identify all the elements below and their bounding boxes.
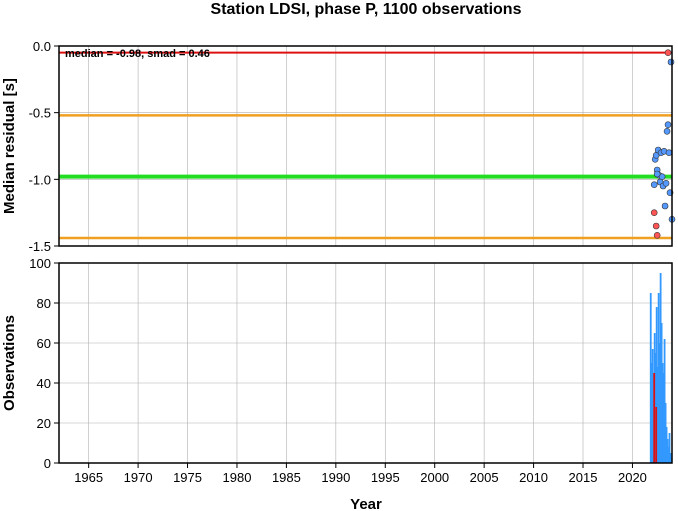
observation-bar — [669, 453, 672, 463]
observation-bar — [659, 273, 662, 463]
x-axis-label: Year — [350, 496, 382, 511]
observation-bar — [653, 373, 656, 463]
observation-bar — [658, 343, 661, 463]
y-tick-label: 60 — [37, 336, 51, 351]
residual-frame — [58, 45, 673, 247]
observation-bar — [665, 427, 668, 463]
y-tick-label: -0.5 — [29, 106, 51, 121]
x-tick-label: 1970 — [124, 470, 153, 485]
y-axis-label-residual: Median residual [s] — [1, 78, 18, 214]
residual-point — [661, 202, 669, 210]
x-tick-label: 2015 — [569, 470, 598, 485]
median-smad-annotation: median = -0.98, smad = 0.46 — [65, 48, 210, 60]
observation-bar — [655, 407, 658, 463]
y-tick-label: 40 — [37, 376, 51, 391]
observation-bar — [651, 349, 654, 463]
observation-bar — [657, 293, 660, 463]
y-axis-label-observations: Observations — [1, 315, 18, 411]
x-tick-label: 1985 — [272, 470, 301, 485]
residual-point — [664, 49, 672, 56]
x-tick-label: 1980 — [223, 470, 252, 485]
x-tick-label: 1990 — [321, 470, 350, 485]
observation-bar — [664, 403, 667, 463]
y-tick-label: 100 — [29, 256, 51, 271]
y-tick-label: 0.0 — [33, 39, 51, 54]
x-tick-label: 1965 — [74, 470, 103, 485]
y-tick-label: 80 — [37, 296, 51, 311]
observation-bar — [655, 307, 658, 463]
observation-bar — [667, 447, 670, 463]
residual-point — [665, 149, 673, 156]
y-tick-label: -1.0 — [29, 172, 51, 187]
x-tick-label: 2005 — [470, 470, 499, 485]
residual-point — [667, 58, 675, 66]
residual-point — [652, 222, 660, 230]
observations-frame — [58, 262, 673, 464]
observation-bar — [649, 293, 652, 463]
x-tick-label: 1975 — [173, 470, 202, 485]
x-tick-label: 2010 — [519, 470, 548, 485]
residual-point — [650, 181, 658, 188]
residual-point — [662, 180, 670, 187]
observation-bar — [660, 323, 663, 463]
observation-bar — [668, 433, 671, 463]
y-tick-label: 20 — [37, 416, 51, 431]
observations-panel: 1965 1970 1975 1980 1985 1990 1995 2000 2005 2010… — [29, 256, 673, 485]
y-tick-label: -1.5 — [29, 239, 51, 254]
x-tick-label: 2000 — [420, 470, 449, 485]
observation-bar — [666, 439, 669, 463]
residual-point — [653, 170, 661, 178]
residual-point — [653, 232, 661, 239]
residual-plot-area — [59, 46, 672, 246]
y-tick-label: 0 — [44, 456, 51, 471]
observation-bar — [661, 363, 664, 463]
observation-bar — [650, 363, 653, 463]
residual-panel: 0.0 -0.5 -1.0 -1.5 median = -0.98, smad = 0.… — [29, 39, 676, 254]
x-tick-label: 2020 — [618, 470, 647, 485]
chart-title: Station LDSI, phase P, 1100 observations — [211, 1, 522, 18]
observation-bar — [662, 373, 665, 463]
residual-point — [664, 121, 672, 128]
residual-point — [650, 209, 658, 216]
residual-point — [663, 128, 671, 135]
observation-bar — [663, 339, 666, 463]
observations-plot-area — [59, 263, 672, 463]
observation-bar — [656, 367, 659, 463]
x-tick-label: 1995 — [371, 470, 400, 485]
